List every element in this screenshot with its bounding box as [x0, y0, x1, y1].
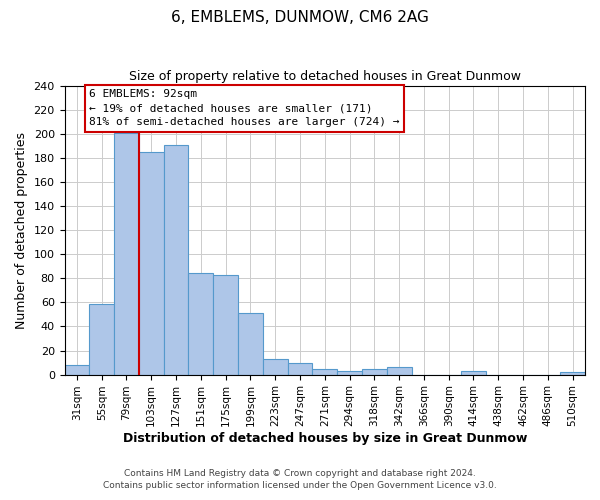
X-axis label: Distribution of detached houses by size in Great Dunmow: Distribution of detached houses by size … — [122, 432, 527, 445]
Text: Contains HM Land Registry data © Crown copyright and database right 2024.
Contai: Contains HM Land Registry data © Crown c… — [103, 468, 497, 490]
Bar — [238, 313, 263, 374]
Bar — [139, 152, 164, 374]
Bar — [89, 304, 114, 374]
Bar — [337, 371, 362, 374]
Bar — [263, 359, 287, 374]
Bar — [188, 274, 213, 374]
Title: Size of property relative to detached houses in Great Dunmow: Size of property relative to detached ho… — [129, 70, 521, 83]
Bar — [313, 368, 337, 374]
Bar — [560, 372, 585, 374]
Bar — [213, 274, 238, 374]
Bar — [65, 365, 89, 374]
Bar — [287, 362, 313, 374]
Text: 6 EMBLEMS: 92sqm
← 19% of detached houses are smaller (171)
81% of semi-detached: 6 EMBLEMS: 92sqm ← 19% of detached house… — [89, 89, 400, 127]
Text: 6, EMBLEMS, DUNMOW, CM6 2AG: 6, EMBLEMS, DUNMOW, CM6 2AG — [171, 10, 429, 25]
Y-axis label: Number of detached properties: Number of detached properties — [15, 132, 28, 328]
Bar — [114, 132, 139, 374]
Bar — [387, 368, 412, 374]
Bar — [362, 368, 387, 374]
Bar — [164, 144, 188, 374]
Bar — [461, 371, 486, 374]
